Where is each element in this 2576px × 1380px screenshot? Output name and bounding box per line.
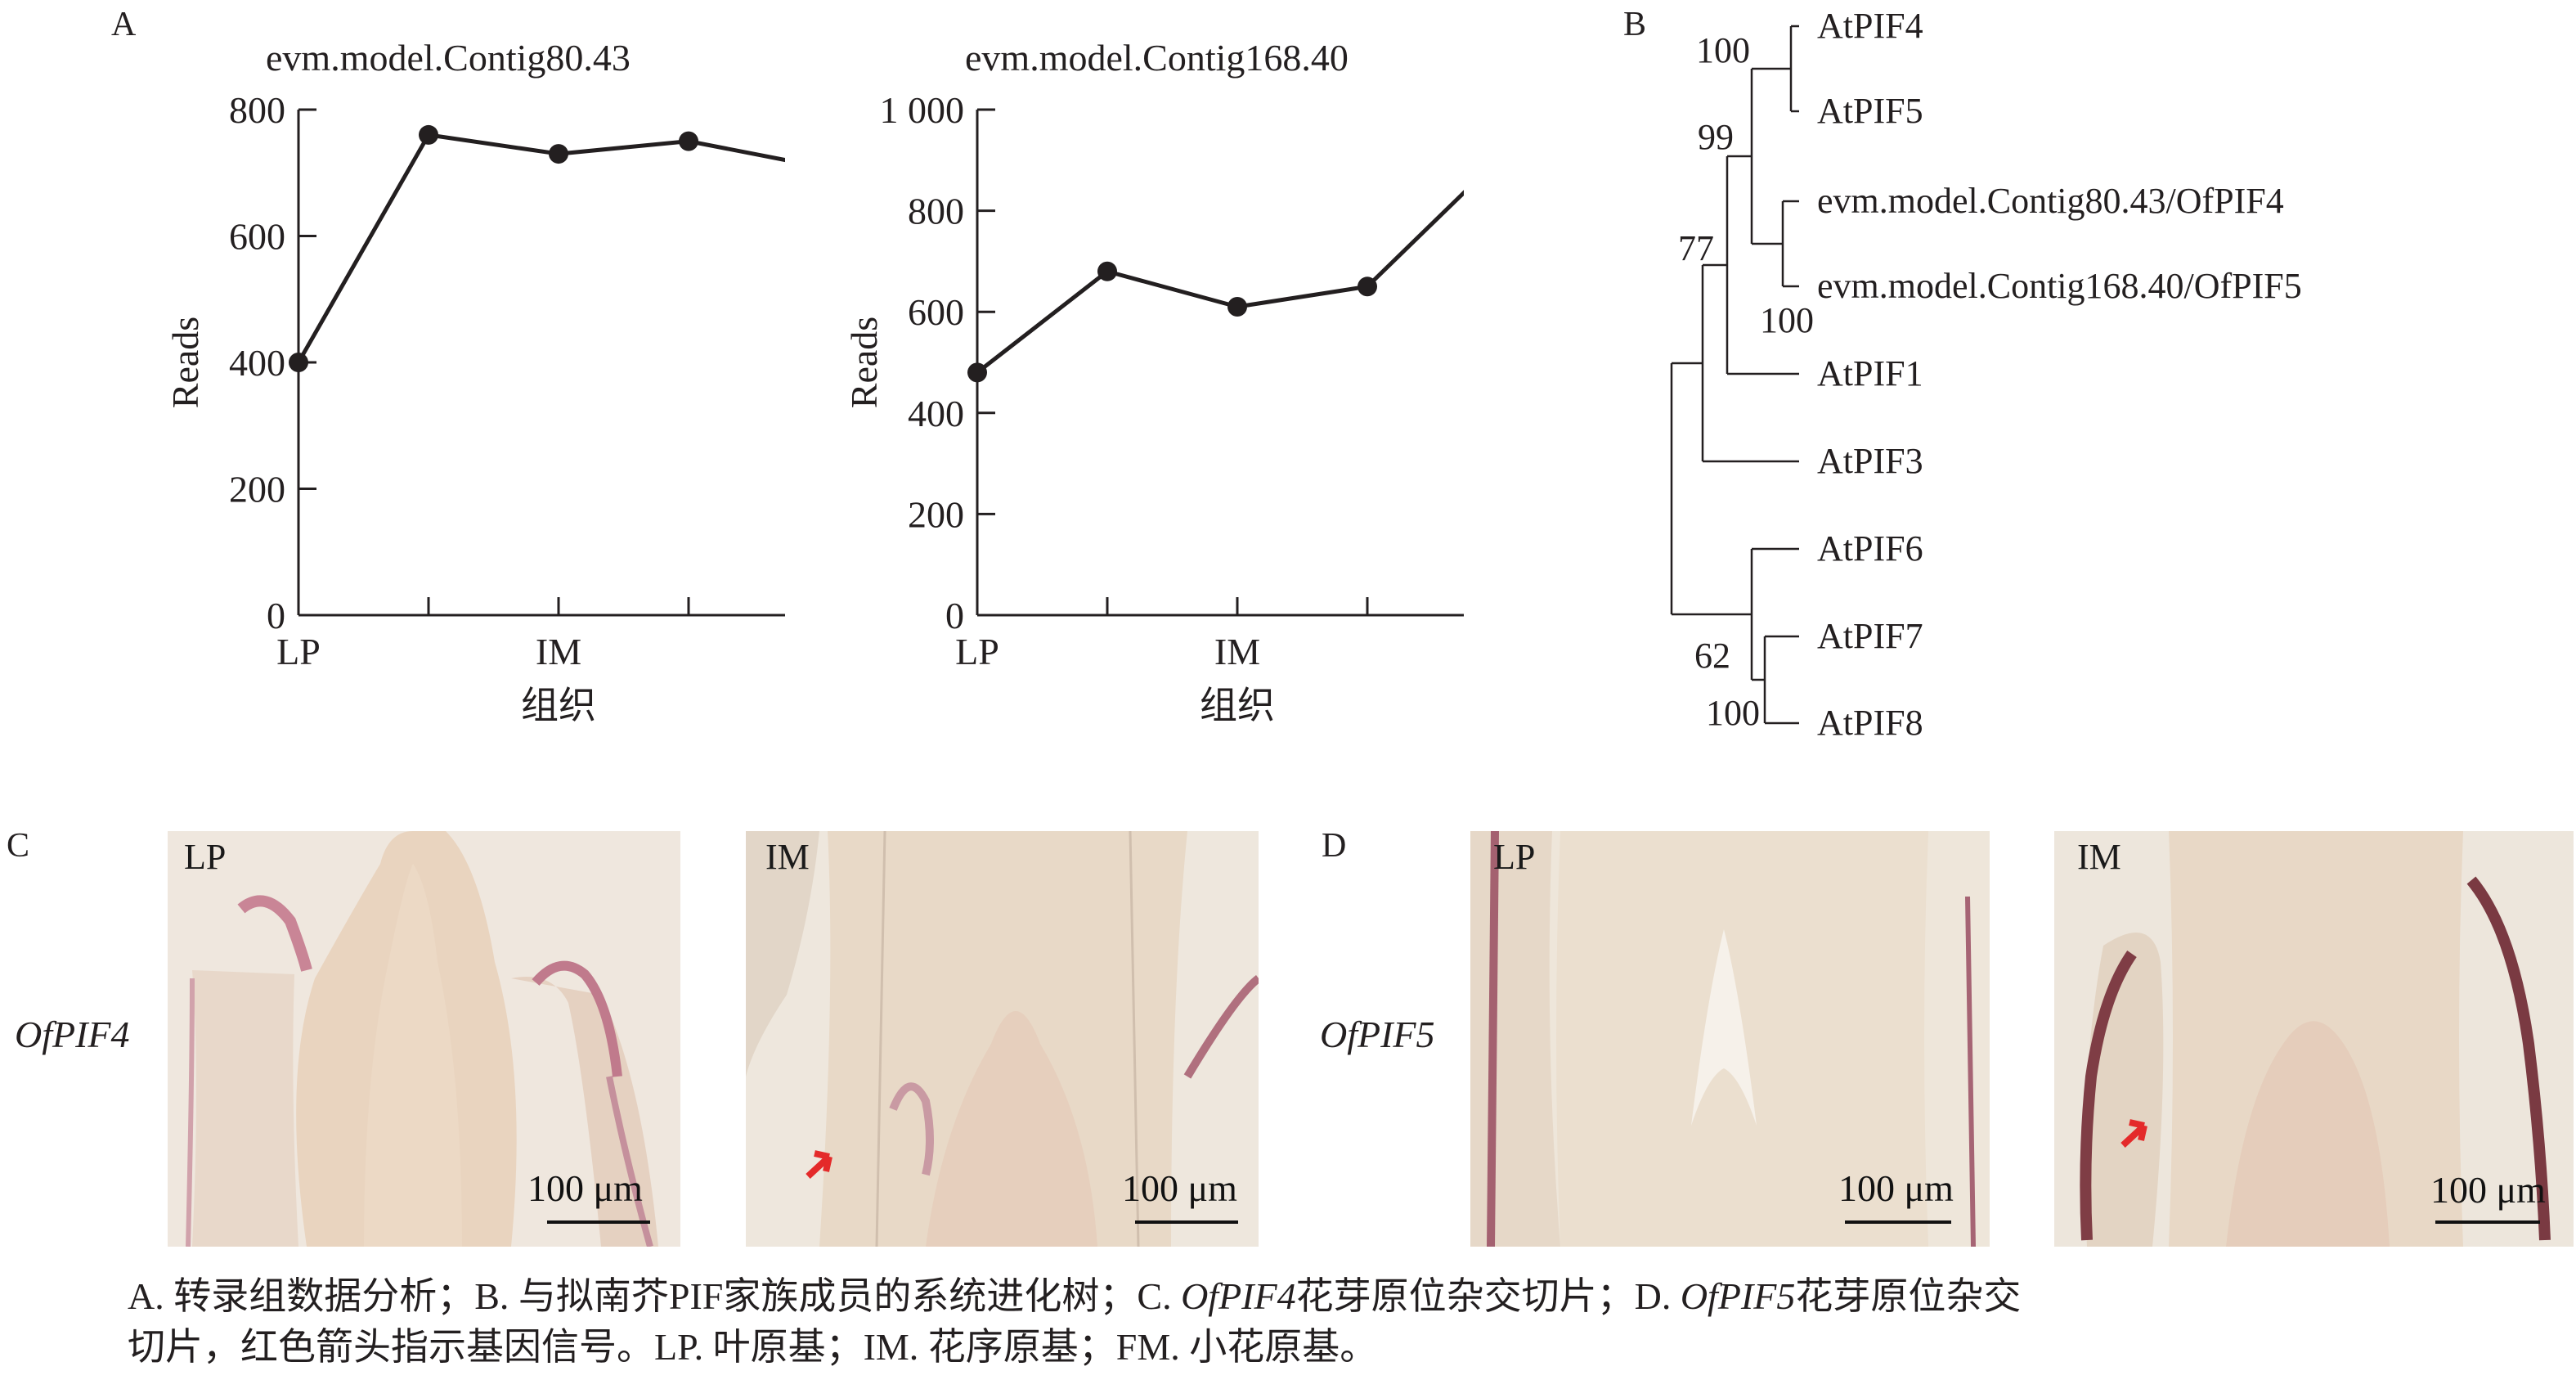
micrograph-d-im: IM 100 μm [2054,831,2574,1247]
scale-bar-label: 100 μm [1838,1167,1954,1209]
tree-leaf: AtPIF4 [1817,6,1923,46]
tree-leaf: AtPIF5 [1817,91,1923,131]
micrograph-label: IM [765,837,810,877]
scale-bar-label: 100 μm [527,1167,643,1209]
caption-gene: OfPIF4 [1181,1275,1296,1317]
chart2-title: evm.model.Contig168.40 [965,37,1349,79]
x-tick-label: IM [1214,631,1260,672]
x-axis-label: 组织 [1200,685,1275,726]
figure-caption-line-2: 切片，红色箭头指示基因信号。LP. 叶原基；IM. 花序原基；FM. 小花原基。 [128,1326,1378,1368]
tree-leaf: AtPIF1 [1817,353,1923,393]
data-point [679,131,698,151]
y-tick-label: 600 [908,291,964,333]
chart1-title: evm.model.Contig80.43 [266,37,631,79]
y-axis-label: Reads [843,317,885,408]
y-tick-label: 1 000 [880,89,965,131]
bootstrap-value: 100 [1696,30,1750,70]
tree-leaf: AtPIF8 [1817,703,1923,743]
tissue-section [1470,831,1990,1247]
y-tick-label: 0 [945,595,964,636]
x-tick-label: LP [276,631,321,672]
data-point [967,362,987,383]
micrograph-label: LP [1493,837,1536,877]
tree-leaf: AtPIF7 [1817,616,1923,656]
scale-bar [1845,1220,1951,1224]
y-tick-label: 200 [229,469,285,510]
series-line [296,133,785,364]
tissue-section [746,831,1259,1247]
scale-bar [547,1220,650,1224]
panel-letter-a: A [111,6,137,43]
bootstrap-value: 100 [1760,300,1814,340]
tree-leaf: evm.model.Contig168.40/OfPIF5 [1817,266,2302,306]
bootstrap-value: 99 [1698,117,1734,157]
data-point [1097,261,1117,281]
tissue-section [2054,831,2574,1247]
figure-caption-line-1: A. 转录组数据分析；B. 与拟南芥PIF家族成员的系统进化树；C. OfPIF… [128,1270,2021,1324]
x-axis-label: 组织 [521,685,596,726]
x-tick-label: LP [955,631,999,672]
y-tick-label: 400 [908,393,964,434]
y-tick-label: 400 [229,342,285,384]
tree-leaf: evm.model.Contig80.43/OfPIF4 [1817,181,2284,221]
y-tick-label: 0 [267,595,285,636]
y-tick-label: 800 [229,89,285,131]
scale-bar-label: 100 μm [2430,1169,2546,1211]
scale-bar-label: 100 μm [1122,1167,1237,1209]
x-tick-label: IM [536,631,581,672]
chart1: 0200400600800LPIMFM组织Reads [164,89,785,726]
y-tick-label: 800 [908,191,964,232]
y-tick-label: 600 [229,216,285,258]
y-tick-label: 200 [908,493,964,535]
micrograph-label: LP [184,837,227,877]
caption-gene: OfPIF5 [1680,1275,1796,1317]
tissue-section [168,831,680,1247]
tree-leaf: AtPIF6 [1817,528,1923,569]
panel-letter-c: C [7,827,30,865]
scale-bar [1135,1220,1238,1224]
bootstrap-value: 62 [1694,636,1730,676]
bootstrap-value: 100 [1706,693,1760,733]
caption-text: 花芽原位杂交切片；D. [1295,1275,1681,1317]
data-point [289,353,308,372]
micrograph-label: IM [2077,837,2121,877]
data-point [419,124,438,145]
bootstrap-value: 77 [1678,228,1714,268]
data-point [549,144,568,164]
phylogenetic-tree: AtPIF4 AtPIF5 evm.model.Contig80.43/OfPI… [1670,6,2302,743]
data-point [1227,297,1247,317]
tree-leaf: AtPIF3 [1817,441,1923,481]
tree-branches [1670,25,1799,725]
micrograph-c-lp: LP 100 μm [168,831,680,1247]
micrograph-c-im: IM 100 μm [746,831,1259,1247]
micrograph-d-lp: LP 100 μm [1470,831,1990,1247]
scale-bar [2435,1220,2540,1224]
gene-label-d: OfPIF5 [1320,1014,1435,1055]
gene-label-c: OfPIF4 [15,1014,130,1055]
series-line [976,190,1464,375]
panel-letter-d: D [1322,827,1347,865]
panel-letter-b: B [1623,6,1647,43]
data-point [1358,276,1377,297]
caption-text: A. 转录组数据分析；B. 与拟南芥PIF家族成员的系统进化树；C. [128,1275,1182,1317]
caption-text: 花芽原位杂交 [1795,1275,2022,1317]
y-axis-label: Reads [164,317,206,408]
